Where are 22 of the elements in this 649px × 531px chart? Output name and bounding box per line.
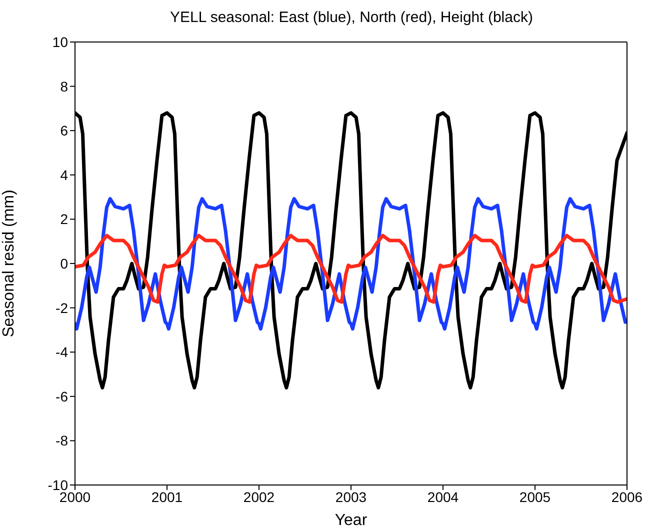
chart-title: YELL seasonal: East (blue), North (red), Height (black) (170, 9, 533, 26)
x-tick-label: 2001 (151, 488, 183, 505)
y-tick-label: 6 (60, 122, 68, 139)
x-tick-label: 2006 (611, 488, 643, 505)
y-tick-label: -10 (48, 476, 68, 493)
line-series (75, 197, 627, 331)
y-tick-label: -6 (56, 388, 68, 404)
y-tick-label: -2 (56, 300, 68, 316)
y-tick-label: 10 (52, 34, 68, 50)
y-tick-label: 8 (60, 78, 68, 94)
y-tick-label: 4 (60, 166, 68, 183)
y-tick-label: -4 (56, 344, 68, 360)
x-tick-label: 2003 (335, 488, 367, 505)
x-axis-title: Year (334, 512, 368, 529)
y-axis-title: Seasonal resid (mm) (0, 190, 18, 338)
line-series (75, 234, 627, 304)
y-tick-label: -8 (56, 432, 68, 449)
y-tick-label: 2 (60, 211, 68, 228)
x-tick-label: 2004 (427, 488, 459, 505)
x-tick-label: 2005 (519, 488, 551, 505)
x-tick-label: 2002 (243, 488, 275, 505)
y-tick-label: 0 (60, 255, 68, 272)
